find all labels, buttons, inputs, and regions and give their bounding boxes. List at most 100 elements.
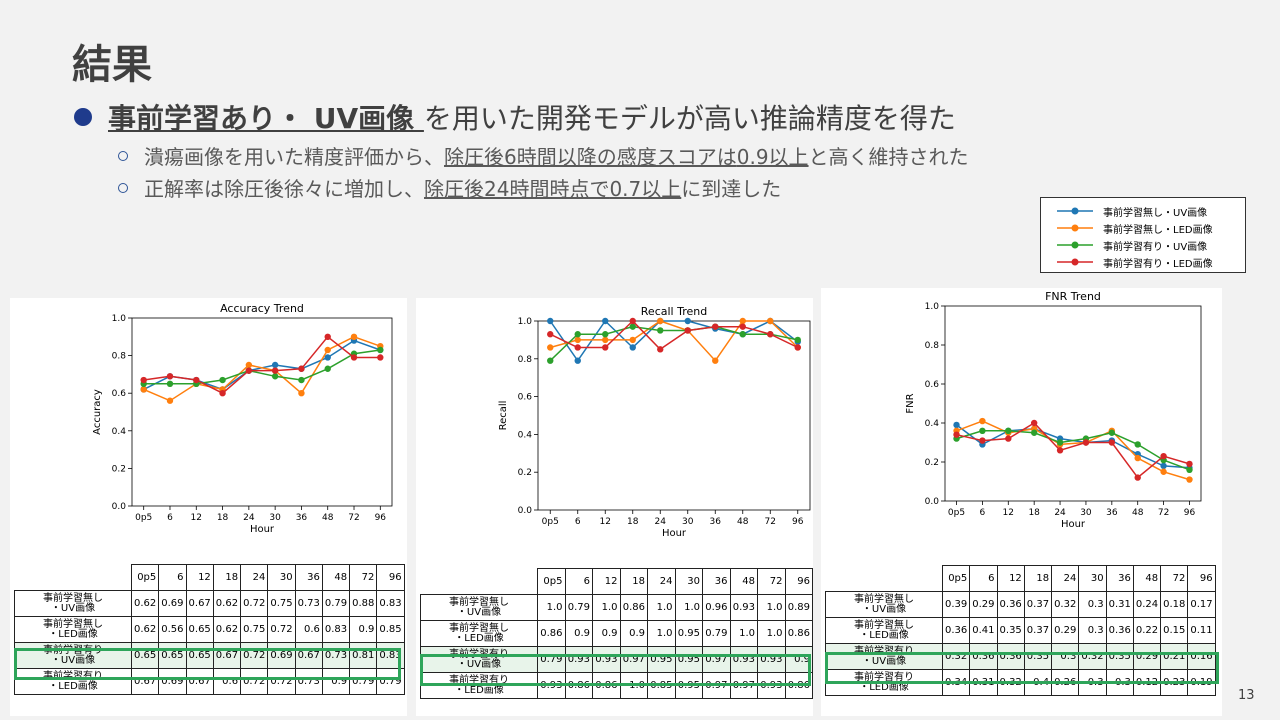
table-cell: 0.65 [130,642,160,669]
x-tick-label: 12 [191,513,202,523]
table-header-cell: 24 [240,564,269,591]
table-row-label: 事前学習有り ・LED画像 [14,668,132,695]
table-cell: 0.36 [1105,617,1134,644]
chart-title: Recall Trend [641,305,707,318]
table-cell: 1.0 [647,594,676,621]
table-cell: 0.39 [941,591,971,618]
data-point [324,346,331,354]
y-axis-label: Recall [498,401,509,431]
series-line [549,319,799,363]
table-header-cell: 36 [702,568,731,595]
data-point [739,323,746,330]
data-point [271,361,279,369]
sub-bullet-underlined: 除圧後24時間時点で [424,177,610,201]
table-cell: 0.32 [941,643,971,670]
sub-bullet-underlined: 除圧後6時間以降の感度スコアは [444,145,737,169]
series-line [143,335,381,395]
data-point [245,367,253,374]
table-cell: 0.67 [185,590,214,617]
table-header-cell: 6 [158,564,187,591]
x-tick-label: 18 [1028,508,1040,518]
data-point [712,357,719,364]
data-point [140,386,147,393]
table-row-label: 事前学習無し ・UV画像 [825,591,943,618]
x-tick-label: 72 [348,513,359,523]
x-tick-label: 0p5 [135,513,152,523]
table-cell: 0.97 [619,646,648,673]
x-tick-label: 96 [792,517,804,527]
data-point [574,357,581,364]
table-cell: 0.29 [969,591,998,618]
data-point [166,380,174,387]
line-chart: Recall Trend 0.0 0.2 0.4 0.6 0.8 1.0 0p5 6 12 18 24… [498,305,811,539]
table-cell: 0.69 [158,590,187,617]
x-axis-label: Hour [250,524,275,535]
sub-bullet-text: に到達した [681,177,782,201]
sub-bullet-underlined-value: 0.9以上 [736,145,809,169]
y-tick-label: 0.0 [112,502,127,512]
table-cell: 0.36 [996,643,1025,670]
data-point [739,317,746,325]
data-point [324,354,331,361]
x-tick-label: 48 [737,517,749,527]
highlight-box [14,648,401,680]
table-cell: 0.15 [1160,617,1189,644]
page-number: 13 [1238,688,1255,703]
series-line [143,335,381,402]
y-tick-label: 0.6 [112,389,127,399]
data-point [739,331,746,338]
data-point [574,336,581,344]
y-tick-label: 0.2 [925,458,939,468]
table-cell: 0.9 [349,616,378,643]
table-cell: 0.93 [564,646,593,673]
y-tick-label: 1.0 [518,317,533,327]
table-row: 事前学習無し ・LED画像 0.86 0.9 0.9 0.9 1.0 0.95 0.79 1.0 1… [420,620,813,647]
x-tick-label: 6 [980,508,986,518]
table-row: 事前学習有り ・UV画像 0.65 0.65 0.65 0.67 0.72 0.69 0.67 0… [14,642,405,669]
table-cell: 1.0 [647,620,676,647]
series-line [956,422,1190,479]
table-cell: 0.9 [564,620,593,647]
sub-bullet-accuracy: 正解率は除圧後徐々に増加し、除圧後24時間時点で0.7以上に到達した [118,173,781,202]
y-tick-label: 0.6 [925,380,940,390]
table-row: 事前学習無し ・LED画像 0.62 0.56 0.65 0.62 0.75 0.72 0.6 0… [14,616,405,643]
x-tick-label: 12 [1003,508,1014,518]
table-cell: 1.0 [592,594,621,621]
circle-bullet-icon [118,151,128,161]
table-row: 事前学習無し ・UV画像 0.39 0.29 0.36 0.37 0.32 0.3 0.31 0.… [825,591,1216,618]
table-cell: 0.83 [321,616,351,643]
legend-swatch [1057,224,1093,232]
x-tick-label: 48 [1132,508,1144,518]
table-cell: 0.97 [702,646,731,673]
x-tick-label: 12 [600,517,611,527]
table-cell: 0.69 [158,668,187,695]
chart-legend: 事前学習無し・UV画像 事前学習無し・LED画像 事前学習有り・UV画像 事前学習有り… [1040,197,1246,273]
data-point [657,346,664,353]
legend-swatch [1057,241,1093,249]
data-point [657,327,664,334]
data-point [350,354,358,361]
x-tick-label: 24 [1054,508,1066,518]
main-bullet: 事前学習あり・ UV画像 を用いた開発モデルが高い推論精度を得た [74,97,956,137]
data-point [602,344,609,351]
data-point [1030,429,1038,436]
series-line [549,319,799,351]
data-point [794,336,801,344]
table-row: 事前学習無し ・LED画像 0.36 0.41 0.35 0.37 0.29 0.3 0.36 0… [825,617,1216,644]
table-header-cell: 18 [212,564,242,591]
table-cell: 0.75 [267,590,296,617]
data-point [298,365,305,372]
table-cell: 0.73 [294,668,323,695]
data-point [767,317,774,325]
table-cell: 0.9 [619,620,648,647]
table-cell: 1.0 [757,620,786,647]
x-tick-label: 96 [1184,508,1196,518]
data-point [1108,439,1116,446]
table-row-label: 事前学習無し ・UV画像 [420,594,538,621]
data-point [140,376,147,384]
plot-frame [131,317,393,507]
table-cell: 0.36 [996,591,1025,618]
data-point [712,323,719,330]
table-cell: 0.29 [1051,617,1080,644]
table-cell: 0.72 [267,616,296,643]
